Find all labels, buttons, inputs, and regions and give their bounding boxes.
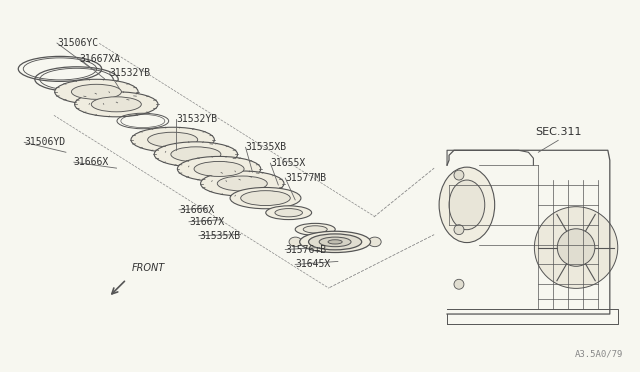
Text: 31506YD: 31506YD bbox=[24, 137, 65, 147]
Ellipse shape bbox=[308, 234, 362, 250]
Ellipse shape bbox=[454, 279, 464, 289]
Ellipse shape bbox=[177, 156, 260, 182]
Ellipse shape bbox=[289, 237, 302, 247]
Ellipse shape bbox=[303, 226, 327, 233]
Ellipse shape bbox=[131, 127, 214, 152]
Text: 31535XB: 31535XB bbox=[246, 142, 287, 152]
Text: A3.5A0/79: A3.5A0/79 bbox=[574, 350, 623, 359]
Text: 31532YB: 31532YB bbox=[176, 113, 217, 124]
Text: 31666X: 31666X bbox=[179, 205, 214, 215]
Text: 31667XA: 31667XA bbox=[80, 54, 121, 64]
Text: 31506YC: 31506YC bbox=[57, 38, 98, 48]
Ellipse shape bbox=[295, 223, 335, 235]
Ellipse shape bbox=[454, 225, 464, 235]
Text: 31532YB: 31532YB bbox=[109, 68, 150, 78]
Ellipse shape bbox=[148, 132, 198, 147]
Ellipse shape bbox=[557, 229, 595, 266]
Ellipse shape bbox=[319, 237, 351, 247]
Ellipse shape bbox=[72, 84, 122, 99]
Text: 31535XB: 31535XB bbox=[199, 231, 240, 241]
Ellipse shape bbox=[92, 97, 141, 112]
Ellipse shape bbox=[369, 237, 381, 247]
Ellipse shape bbox=[454, 170, 464, 180]
Ellipse shape bbox=[328, 240, 342, 244]
Ellipse shape bbox=[217, 176, 268, 191]
Text: 31667X: 31667X bbox=[189, 217, 224, 227]
Ellipse shape bbox=[230, 187, 301, 209]
Ellipse shape bbox=[154, 142, 237, 167]
Text: 31666X: 31666X bbox=[74, 157, 109, 167]
Ellipse shape bbox=[266, 206, 312, 219]
Ellipse shape bbox=[200, 171, 284, 196]
Ellipse shape bbox=[300, 231, 371, 253]
Text: 31655X: 31655X bbox=[270, 158, 306, 168]
Text: 31645X: 31645X bbox=[295, 259, 330, 269]
Ellipse shape bbox=[55, 79, 138, 104]
Ellipse shape bbox=[449, 180, 484, 230]
Ellipse shape bbox=[75, 92, 158, 117]
Ellipse shape bbox=[171, 147, 221, 162]
Ellipse shape bbox=[275, 209, 303, 217]
Ellipse shape bbox=[439, 167, 495, 243]
Ellipse shape bbox=[534, 207, 618, 288]
Text: 31576+B: 31576+B bbox=[285, 244, 326, 254]
Text: SEC.311: SEC.311 bbox=[535, 127, 582, 137]
Ellipse shape bbox=[241, 191, 291, 206]
Text: FRONT: FRONT bbox=[131, 263, 164, 273]
Text: 31577MB: 31577MB bbox=[285, 173, 326, 183]
Ellipse shape bbox=[194, 161, 244, 176]
